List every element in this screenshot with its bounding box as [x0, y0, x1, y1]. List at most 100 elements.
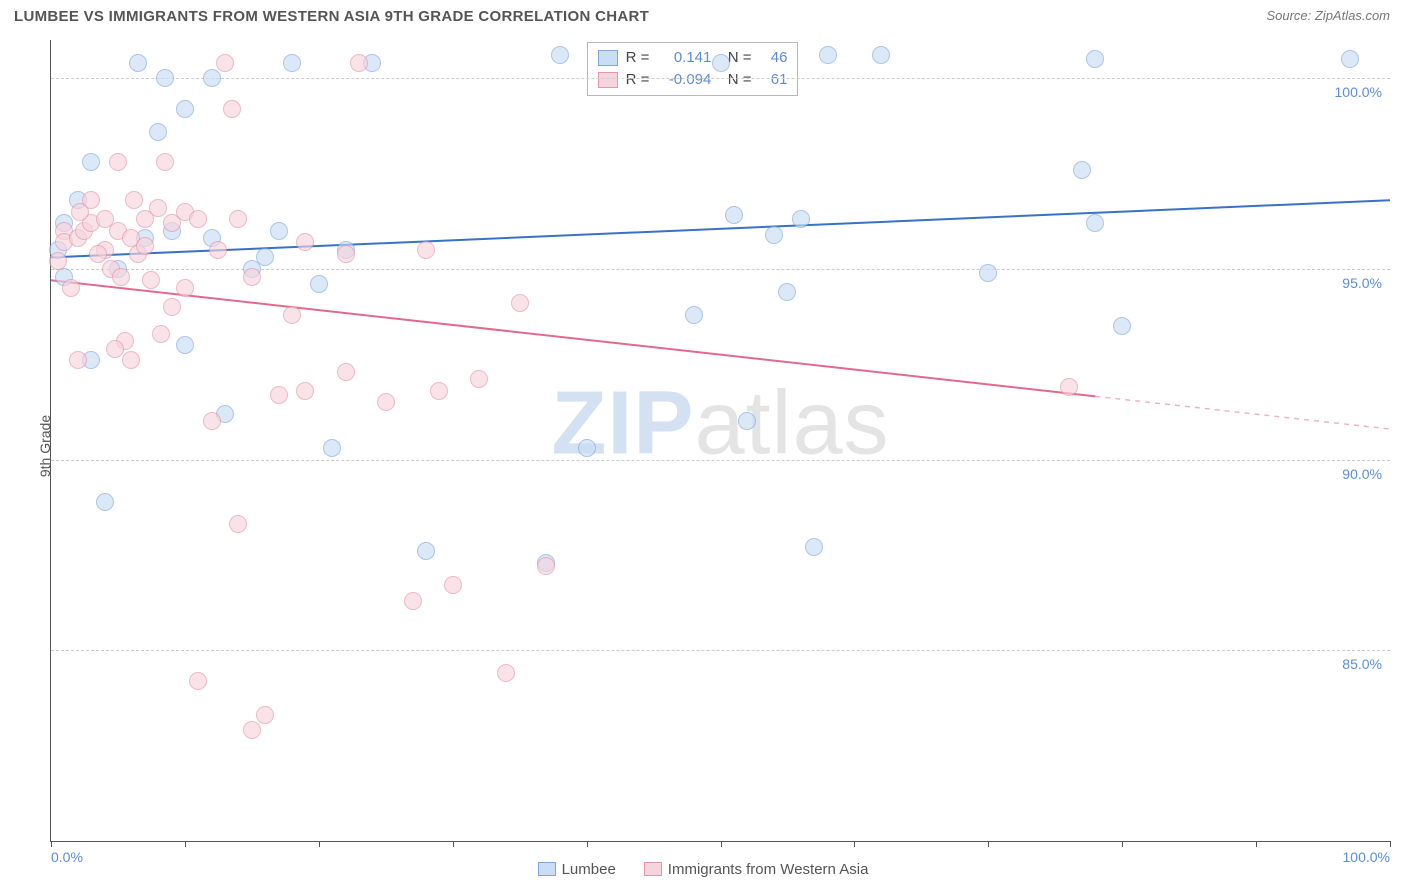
scatter-point — [404, 592, 422, 610]
scatter-point — [444, 576, 462, 594]
scatter-point — [1086, 50, 1104, 68]
stats-legend: R = 0.141 N = 46 R = -0.094 N = 61 — [587, 42, 799, 96]
gridline — [51, 460, 1390, 461]
legend-swatch — [598, 72, 618, 88]
scatter-point — [156, 69, 174, 87]
scatter-point — [738, 412, 756, 430]
source-label: Source: ZipAtlas.com — [1266, 8, 1390, 23]
scatter-point — [872, 46, 890, 64]
x-tick — [51, 841, 52, 847]
scatter-chart: ZIPatlas R = 0.141 N = 46 R = -0.094 N =… — [50, 40, 1390, 842]
n-value: 61 — [759, 69, 787, 91]
x-tick — [319, 841, 320, 847]
x-tick — [988, 841, 989, 847]
scatter-point — [209, 241, 227, 259]
scatter-point — [350, 54, 368, 72]
scatter-point — [765, 226, 783, 244]
x-tick — [185, 841, 186, 847]
scatter-point — [819, 46, 837, 64]
scatter-point — [792, 210, 810, 228]
y-tick-label: 100.0% — [1335, 84, 1382, 100]
scatter-point — [430, 382, 448, 400]
scatter-point — [149, 123, 167, 141]
scatter-point — [203, 69, 221, 87]
scatter-point — [1113, 317, 1131, 335]
scatter-point — [377, 393, 395, 411]
scatter-point — [296, 233, 314, 251]
scatter-point — [310, 275, 328, 293]
scatter-point — [685, 306, 703, 324]
scatter-point — [152, 325, 170, 343]
scatter-point — [223, 100, 241, 118]
scatter-point — [511, 294, 529, 312]
x-tick — [1390, 841, 1391, 847]
scatter-point — [156, 153, 174, 171]
legend-label: Lumbee — [562, 861, 616, 878]
legend-swatch — [538, 862, 556, 876]
scatter-point — [203, 412, 221, 430]
scatter-point — [270, 386, 288, 404]
r-label: R = — [626, 69, 650, 91]
legend-swatch — [598, 50, 618, 66]
scatter-point — [136, 237, 154, 255]
legend-item: Lumbee — [538, 861, 616, 878]
scatter-point — [256, 248, 274, 266]
scatter-point — [243, 721, 261, 739]
scatter-point — [712, 54, 730, 72]
scatter-point — [256, 706, 274, 724]
scatter-point — [122, 351, 140, 369]
scatter-point — [69, 351, 87, 369]
gridline — [51, 650, 1390, 651]
scatter-point — [283, 306, 301, 324]
r-value: -0.094 — [657, 69, 711, 91]
scatter-point — [163, 298, 181, 316]
scatter-point — [979, 264, 997, 282]
scatter-point — [497, 664, 515, 682]
chart-title: LUMBEE VS IMMIGRANTS FROM WESTERN ASIA 9… — [14, 8, 649, 25]
scatter-point — [106, 340, 124, 358]
scatter-point — [283, 54, 301, 72]
scatter-point — [296, 382, 314, 400]
scatter-point — [189, 210, 207, 228]
n-label: N = — [719, 69, 751, 91]
scatter-point — [470, 370, 488, 388]
scatter-point — [229, 515, 247, 533]
scatter-point — [1341, 50, 1359, 68]
legend-row: R = -0.094 N = 61 — [598, 69, 788, 91]
y-tick-label: 90.0% — [1342, 466, 1382, 482]
scatter-point — [176, 100, 194, 118]
scatter-point — [89, 245, 107, 263]
scatter-point — [49, 252, 67, 270]
scatter-point — [1060, 378, 1078, 396]
scatter-point — [142, 271, 160, 289]
scatter-point — [243, 268, 261, 286]
legend-item: Immigrants from Western Asia — [644, 861, 869, 878]
y-tick-label: 95.0% — [1342, 275, 1382, 291]
scatter-point — [125, 191, 143, 209]
x-tick — [453, 841, 454, 847]
scatter-point — [551, 46, 569, 64]
r-value: 0.141 — [657, 47, 711, 69]
x-tick — [1122, 841, 1123, 847]
scatter-point — [129, 54, 147, 72]
series-legend: Lumbee Immigrants from Western Asia — [0, 861, 1406, 881]
scatter-point — [82, 153, 100, 171]
scatter-point — [216, 54, 234, 72]
scatter-point — [1073, 161, 1091, 179]
scatter-point — [149, 199, 167, 217]
scatter-point — [323, 439, 341, 457]
scatter-point — [62, 279, 80, 297]
scatter-point — [337, 245, 355, 263]
scatter-point — [337, 363, 355, 381]
scatter-point — [417, 542, 435, 560]
scatter-point — [71, 203, 89, 221]
scatter-point — [1086, 214, 1104, 232]
scatter-point — [578, 439, 596, 457]
scatter-point — [176, 336, 194, 354]
scatter-point — [109, 153, 127, 171]
gridline — [51, 78, 1390, 79]
r-label: R = — [626, 47, 650, 69]
legend-row: R = 0.141 N = 46 — [598, 47, 788, 69]
scatter-point — [778, 283, 796, 301]
scatter-point — [229, 210, 247, 228]
